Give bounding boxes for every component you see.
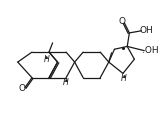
Text: OH: OH bbox=[140, 26, 154, 35]
Text: O: O bbox=[119, 17, 126, 26]
Text: H: H bbox=[43, 55, 49, 64]
Text: H: H bbox=[63, 78, 69, 87]
Text: O: O bbox=[19, 84, 26, 93]
Text: H: H bbox=[121, 74, 127, 83]
Text: .OH: .OH bbox=[142, 46, 159, 55]
